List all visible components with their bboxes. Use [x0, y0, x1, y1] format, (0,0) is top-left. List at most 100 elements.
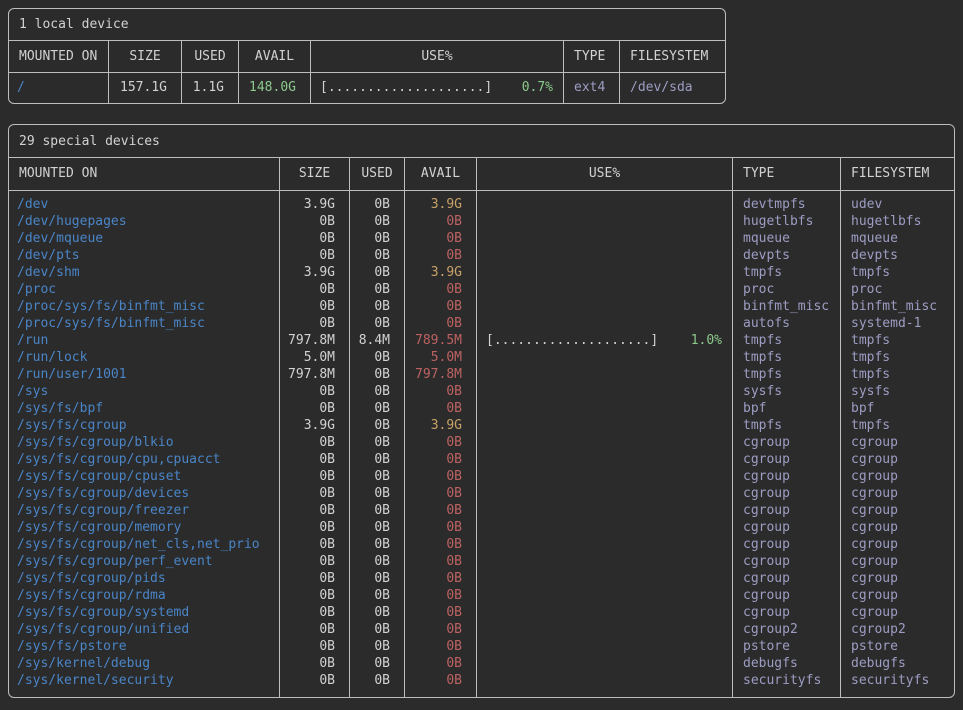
mount-point-cell: /proc/sys/fs/binfmt_misc [9, 315, 280, 332]
type-cell: devtmpfs [733, 191, 841, 213]
table-row: /proc 0B 0B 0B proc proc [9, 281, 954, 298]
special-devices-title: 29 special devices [9, 125, 954, 158]
use-percent-cell [477, 383, 733, 400]
type-cell: cgroup [733, 553, 841, 570]
type-cell: debugfs [733, 655, 841, 672]
avail-cell: 0B [405, 485, 477, 502]
type-cell: cgroup [733, 468, 841, 485]
table-row: /proc/sys/fs/binfmt_misc 0B 0B 0B binfmt… [9, 298, 954, 315]
avail-cell: 0B [405, 383, 477, 400]
avail-cell: 0B [405, 672, 477, 697]
size-cell: 3.9G [280, 191, 350, 213]
use-percent-cell [477, 553, 733, 570]
used-cell: 0B [350, 485, 405, 502]
filesystem-cell: cgroup2 [851, 622, 906, 637]
local-devices-table: 1 local device MOUNTED ON SIZE USED AVAI… [8, 8, 726, 104]
size-cell: 0B [280, 536, 350, 553]
size-cell: 0B [280, 553, 350, 570]
filesystem-cell: cgroup [851, 605, 898, 620]
filesystem-cell: cgroup [851, 537, 898, 552]
used-cell: 0B [350, 502, 405, 519]
avail-cell: 0B [405, 230, 477, 247]
table-row: /sys/fs/cgroup/perf_event 0B 0B 0B cgrou… [9, 553, 954, 570]
size-cell: 797.8M [280, 366, 350, 383]
used-cell: 0B [350, 570, 405, 587]
used-cell: 0B [350, 672, 405, 697]
mount-point-cell: /sys/fs/cgroup/unified [9, 621, 280, 638]
local-devices-title: 1 local device [9, 9, 725, 41]
col-header-use-percent: USE% [477, 158, 733, 190]
mount-point-cell: /sys/fs/cgroup/net_cls,net_prio [9, 536, 280, 553]
size-cell: 3.9G [280, 417, 350, 434]
size-cell: 0B [280, 468, 350, 485]
type-cell: tmpfs [733, 332, 841, 349]
type-cell: binfmt_misc [733, 298, 841, 315]
mount-point-cell: /run/user/1001 [9, 366, 280, 383]
used-cell: 0B [350, 638, 405, 655]
used-cell: 0B [350, 281, 405, 298]
use-percent-cell [477, 587, 733, 604]
mount-point-cell: /sys/fs/cgroup/perf_event [9, 553, 280, 570]
mount-point-cell: /dev/hugepages [9, 213, 280, 230]
use-percent-cell [477, 604, 733, 621]
use-percent-cell [477, 264, 733, 281]
mount-point-cell: /sys [9, 383, 280, 400]
used-cell: 0B [350, 230, 405, 247]
use-percent-cell [477, 536, 733, 553]
used-cell: 0B [350, 315, 405, 332]
use-percent-cell [477, 451, 733, 468]
usage-bar: [....................] [320, 80, 493, 95]
type-cell: securityfs [733, 672, 841, 697]
filesystem-cell: /dev/sda [630, 80, 693, 95]
table-row: /sys/fs/cgroup/memory 0B 0B 0B cgroup cg… [9, 519, 954, 536]
size-cell: 0B [280, 502, 350, 519]
mount-point-cell: /sys/fs/cgroup/pids [9, 570, 280, 587]
avail-cell: 0B [405, 536, 477, 553]
use-percent-cell [477, 638, 733, 655]
size-cell: 157.1G [109, 73, 182, 103]
table-row: /sys/fs/cgroup/rdma 0B 0B 0B cgroup cgro… [9, 587, 954, 604]
size-cell: 0B [280, 383, 350, 400]
usage-bar: [....................] [486, 333, 659, 348]
table-row: /sys/fs/pstore 0B 0B 0B pstore pstore [9, 638, 954, 655]
table-row: /dev/mqueue 0B 0B 0B mqueue mqueue [9, 230, 954, 247]
used-cell: 0B [350, 349, 405, 366]
size-cell: 0B [280, 587, 350, 604]
table-row: / 157.1G 1.1G 148.0G [..................… [9, 73, 725, 103]
avail-cell: 0B [405, 553, 477, 570]
filesystem-cell: tmpfs [851, 333, 891, 348]
size-cell: 0B [280, 315, 350, 332]
filesystem-cell: cgroup [851, 571, 898, 586]
mount-point-cell: /sys/fs/cgroup/cpuset [9, 468, 280, 485]
avail-cell: 3.9G [405, 191, 477, 213]
mount-point-cell: /dev/pts [9, 247, 280, 264]
special-devices-table: 29 special devices MOUNTED ON SIZE USED … [8, 124, 955, 698]
table-row: /sys/fs/bpf 0B 0B 0B bpf bpf [9, 400, 954, 417]
size-cell: 0B [280, 247, 350, 264]
mount-point-cell: /sys/kernel/debug [9, 655, 280, 672]
use-percent-cell [477, 247, 733, 264]
type-cell: proc [733, 281, 841, 298]
type-cell: cgroup [733, 485, 841, 502]
table-row: /sys/fs/cgroup/net_cls,net_prio 0B 0B 0B… [9, 536, 954, 553]
filesystem-cell: tmpfs [851, 418, 891, 433]
filesystem-cell: mqueue [851, 231, 898, 246]
avail-cell: 0B [405, 468, 477, 485]
filesystem-cell: binfmt_misc [851, 299, 938, 314]
size-cell: 0B [280, 298, 350, 315]
avail-cell: 0B [405, 400, 477, 417]
use-percent-cell [477, 281, 733, 298]
type-cell: hugetlbfs [733, 213, 841, 230]
avail-cell: 0B [405, 621, 477, 638]
type-cell: cgroup [733, 502, 841, 519]
used-cell: 0B [350, 536, 405, 553]
table-row: /sys/fs/cgroup/devices 0B 0B 0B cgroup c… [9, 485, 954, 502]
table-row: /sys/fs/cgroup 3.9G 0B 3.9G tmpfs tmpfs [9, 417, 954, 434]
filesystem-cell: cgroup [851, 503, 898, 518]
filesystem-cell: cgroup [851, 554, 898, 569]
avail-cell: 0B [405, 638, 477, 655]
mount-point-cell: /dev/mqueue [9, 230, 280, 247]
size-cell: 0B [280, 281, 350, 298]
use-percent-cell [477, 417, 733, 434]
type-cell: cgroup [733, 451, 841, 468]
